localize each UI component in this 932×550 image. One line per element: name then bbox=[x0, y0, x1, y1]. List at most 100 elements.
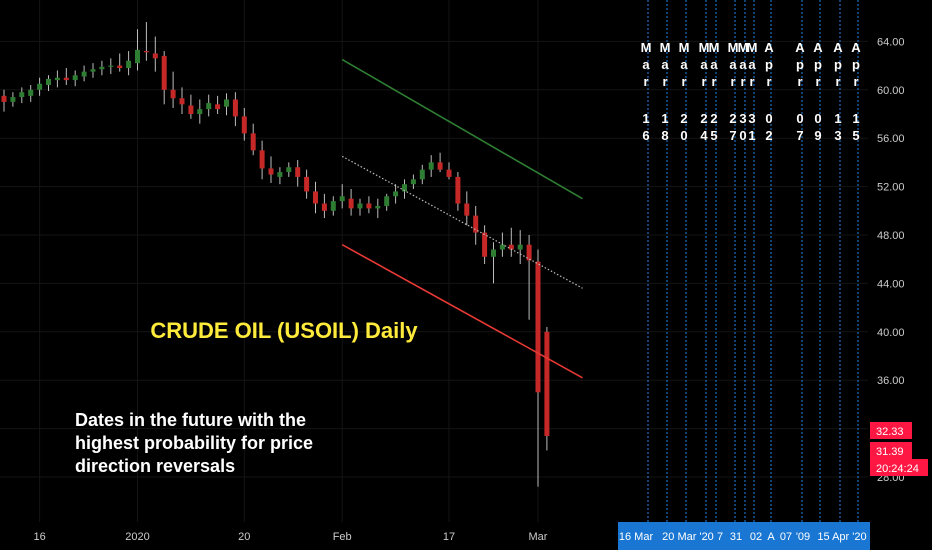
candle-body bbox=[339, 196, 345, 202]
candle-body bbox=[393, 191, 399, 197]
reversal-date-char: A bbox=[851, 40, 861, 55]
candle bbox=[428, 155, 434, 177]
candle bbox=[197, 99, 203, 124]
candle bbox=[1, 89, 7, 112]
candle-body bbox=[108, 65, 114, 67]
reversal-date-char: 5 bbox=[852, 128, 859, 143]
reversal-date-char: 1 bbox=[642, 111, 649, 126]
candle-body bbox=[54, 77, 60, 81]
future-date-label: 07 bbox=[780, 531, 792, 543]
candle-body bbox=[375, 205, 381, 209]
candle bbox=[508, 227, 514, 257]
candle-body bbox=[197, 109, 203, 114]
reversal-date-char: a bbox=[729, 57, 737, 72]
reversal-date-char: r bbox=[749, 74, 754, 89]
reversal-date-char: r bbox=[835, 74, 840, 89]
candle-body bbox=[161, 55, 167, 90]
candle-body bbox=[446, 169, 452, 177]
annotation-line-2: highest probability for price bbox=[75, 433, 313, 453]
candle-body bbox=[135, 49, 140, 64]
candle-body bbox=[277, 172, 283, 177]
candle bbox=[72, 70, 78, 87]
y-tick-label: 48.00 bbox=[877, 230, 905, 242]
candle-body bbox=[384, 196, 390, 206]
reversal-date-char: M bbox=[699, 40, 710, 55]
candle-body bbox=[63, 77, 69, 81]
reversal-date-char: 0 bbox=[739, 128, 746, 143]
candle-body bbox=[117, 65, 123, 69]
candle bbox=[446, 162, 452, 180]
reversal-date-char: r bbox=[730, 74, 735, 89]
reversal-date-label: Mar 2 7 bbox=[728, 40, 739, 143]
reversal-date-char: 2 bbox=[765, 128, 772, 143]
candle bbox=[259, 140, 265, 180]
reversal-date-label: Mar 1 8 bbox=[660, 40, 671, 143]
reversal-date-char: M bbox=[679, 40, 690, 55]
reversal-date-char: p bbox=[796, 57, 804, 72]
candle-body bbox=[10, 97, 16, 102]
reversal-date-char: a bbox=[661, 57, 669, 72]
candle-body bbox=[143, 51, 149, 53]
reversal-date-char: r bbox=[701, 74, 706, 89]
future-date-label: A bbox=[767, 531, 775, 543]
reversal-date-label: Mar 3 1 bbox=[747, 40, 758, 143]
candle bbox=[126, 51, 132, 76]
candle bbox=[206, 94, 212, 117]
candle-body bbox=[90, 69, 96, 72]
candle-body bbox=[473, 215, 479, 233]
y-tick-label: 36.00 bbox=[877, 375, 905, 387]
candle bbox=[250, 123, 256, 156]
candle bbox=[366, 196, 372, 214]
candle bbox=[464, 191, 470, 226]
candle bbox=[473, 205, 479, 245]
candle bbox=[224, 93, 229, 116]
candle bbox=[313, 181, 318, 214]
price-badges: 32.33 31.39 20:24:24 bbox=[870, 422, 928, 476]
candle-body bbox=[286, 167, 292, 173]
price-badge-text: 20:24:24 bbox=[876, 463, 919, 475]
candle bbox=[321, 193, 327, 219]
y-tick-label: 64.00 bbox=[877, 36, 905, 48]
future-date-label: 15 Apr '20 bbox=[817, 531, 866, 543]
candle bbox=[330, 196, 336, 216]
future-date-label: 16 Mar bbox=[619, 531, 654, 543]
candle-body bbox=[410, 179, 416, 185]
future-date-bar bbox=[618, 522, 870, 550]
reversal-date-char: r bbox=[740, 74, 745, 89]
reversal-date-label: Mar 2 5 bbox=[709, 40, 720, 143]
annotation-text: Dates in the future with the highest pro… bbox=[75, 410, 318, 476]
future-date-label: '09 bbox=[796, 531, 810, 543]
candle bbox=[215, 95, 221, 114]
reversal-date-label: Apr 0 9 bbox=[813, 40, 823, 143]
x-tick-label: Feb bbox=[333, 531, 352, 543]
x-tick-label: Mar bbox=[529, 531, 548, 543]
candle bbox=[375, 198, 381, 219]
reversal-date-char: r bbox=[815, 74, 820, 89]
candle bbox=[410, 174, 416, 190]
candle bbox=[277, 167, 283, 185]
reversal-date-char: p bbox=[765, 57, 773, 72]
reversal-date-label: Mar 2 4 bbox=[699, 40, 710, 143]
candle-body bbox=[206, 103, 212, 110]
price-badge-text: 31.39 bbox=[876, 446, 904, 458]
reversal-date-char: A bbox=[813, 40, 823, 55]
reversal-date-char: 1 bbox=[834, 111, 841, 126]
candle-body bbox=[232, 99, 238, 117]
grid bbox=[0, 0, 868, 522]
reversal-date-label: Mar 1 6 bbox=[641, 40, 652, 143]
candle-body bbox=[313, 191, 318, 204]
reversal-date-char: 1 bbox=[748, 128, 755, 143]
candle-body bbox=[419, 169, 425, 180]
reversal-date-char: 0 bbox=[765, 111, 772, 126]
candle bbox=[63, 68, 69, 85]
candle bbox=[135, 29, 140, 71]
reversal-date-char: 5 bbox=[710, 128, 717, 143]
future-date-axis-labels: 16 Mar 20 Mar '20 7 31 02 A 07 '09 15 Apr '20 bbox=[619, 531, 867, 543]
candle-body bbox=[126, 60, 132, 69]
reversal-date-labels: Mar16Mar18Mar20Mar24Mar25Mar27Mar30Mar31… bbox=[641, 40, 862, 143]
reversal-date-char: M bbox=[738, 40, 749, 55]
x-tick-label: 16 bbox=[33, 531, 45, 543]
reversal-date-char: a bbox=[700, 57, 708, 72]
reversal-date-char: 2 bbox=[700, 111, 707, 126]
future-date-label: 31 bbox=[730, 531, 742, 543]
